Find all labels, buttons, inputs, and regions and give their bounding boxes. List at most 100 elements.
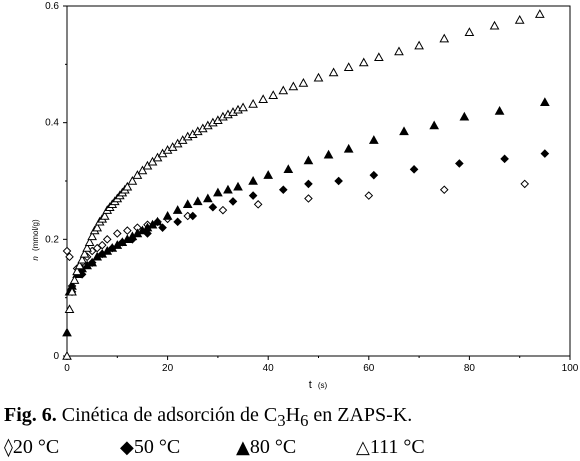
filled-diamond-icon: ◆: [120, 437, 134, 458]
open-triangle-point: [489, 20, 500, 30]
caption-subscript-2: 6: [300, 411, 309, 430]
x-tick-label: 40: [263, 363, 275, 374]
legend-label: 80 °C: [249, 436, 297, 458]
series-triangle-filled: [62, 97, 550, 337]
filled-triangle-point: [303, 155, 314, 165]
open-diamond-point: [65, 252, 74, 262]
filled-diamond-point: [228, 197, 238, 206]
open-triangle-point: [137, 165, 148, 175]
open-diamond-point: [218, 205, 228, 215]
open-triangle-point: [87, 231, 97, 241]
open-triangle-point: [439, 33, 450, 43]
caption-text-after: en ZAPS-K.: [308, 404, 413, 426]
open-diamond-point: [304, 194, 313, 203]
y-axis-label: n (mmol/g): [31, 219, 40, 261]
x-axis-label-unit: (s): [318, 381, 328, 390]
open-triangle-point: [127, 175, 138, 185]
caption-subscript-1: 3: [277, 411, 286, 430]
adsorption-kinetics-chart: 0 20 40 60 80 100 0 0.2 0.4 0.6 t (s) n (mmol/g): [31, 1, 579, 391]
y-tick-label: 0.2: [45, 234, 59, 245]
legend-item-111c: △111 °C: [356, 434, 425, 461]
x-tick-label: 60: [363, 363, 375, 374]
caption-text-before: Cinética de adsorción de C: [56, 404, 278, 426]
y-tick-label: 0.6: [45, 1, 59, 12]
open-diamond-point: [520, 179, 530, 189]
open-triangle-point: [313, 72, 324, 82]
legend-label: 111 °C: [369, 436, 425, 458]
chart-axes: 0 20 40 60 80 100 0 0.2 0.4 0.6: [45, 1, 579, 374]
series-triangle-open: [62, 9, 545, 360]
open-triangle-point: [92, 222, 103, 232]
open-diamond-point: [364, 191, 374, 200]
y-tick-label: 0: [53, 351, 59, 362]
filled-triangle-point: [182, 199, 193, 209]
plot-frame: [66, 5, 571, 357]
chart-marks: [62, 9, 550, 360]
open-triangle-point: [64, 304, 75, 314]
open-triangle-point: [67, 286, 77, 296]
open-diamond-point: [97, 240, 107, 250]
open-triangle-point: [298, 77, 309, 87]
legend-label: 50 °C: [133, 436, 181, 458]
filled-diamond-point: [455, 159, 464, 168]
caption-line: Fig. 6. Cinética de adsorción de C3H6 en…: [4, 402, 576, 434]
legend-item-50c: ◆50 °C: [120, 434, 180, 461]
filled-diamond-point: [278, 185, 288, 195]
open-triangle-point: [72, 266, 82, 276]
figure-number: Fig. 6.: [4, 404, 57, 426]
open-diamond-icon: ◊: [4, 437, 13, 458]
legend-item-80c: ▲80 °C: [236, 434, 296, 461]
filled-triangle-point: [459, 111, 470, 121]
filled-diamond-point: [208, 202, 218, 212]
legend-label: 20 °C: [12, 436, 60, 458]
filled-diamond-point: [158, 223, 167, 232]
x-tick-label: 80: [464, 363, 476, 374]
filled-triangle-point: [172, 205, 183, 214]
open-triangle-point: [79, 248, 90, 258]
filled-triangle-point: [223, 184, 233, 194]
filled-triangle-point: [429, 120, 440, 130]
y-axis-label-unit: (mmol/g): [31, 219, 40, 251]
caption-text-mid: H: [285, 404, 301, 426]
open-triangle-point: [514, 14, 525, 24]
filled-diamond-point: [304, 179, 313, 189]
x-tick-label: 100: [562, 363, 579, 374]
filled-triangle-point: [540, 97, 550, 106]
open-triangle-point: [343, 62, 354, 71]
open-triangle-point: [464, 27, 475, 36]
open-triangle-point: [534, 9, 545, 18]
filled-triangle-point: [152, 216, 163, 226]
open-triangle-point: [69, 275, 80, 284]
open-triangle-point: [358, 57, 369, 67]
filled-triangle-point: [248, 175, 258, 185]
open-triangle-point: [328, 67, 339, 77]
open-triangle-point: [414, 40, 424, 50]
open-triangle-point: [77, 254, 87, 264]
filled-triangle-point: [87, 257, 97, 267]
open-triangle-point: [268, 90, 279, 99]
open-triangle-point: [132, 170, 143, 179]
open-diamond-point: [112, 229, 122, 238]
open-triangle-point: [248, 98, 258, 108]
filled-diamond-point: [540, 149, 550, 158]
open-triangle-point: [258, 94, 269, 104]
filled-triangle-point: [62, 327, 72, 337]
y-axis-label-text: n: [31, 256, 40, 261]
filled-diamond-point: [369, 170, 379, 180]
open-diamond-point: [102, 235, 112, 244]
filled-triangle-point: [343, 143, 354, 153]
filled-diamond-point: [173, 217, 182, 227]
open-triangle-point: [288, 81, 299, 91]
open-triangle-point: [84, 237, 95, 246]
filled-diamond-point: [248, 191, 258, 200]
filled-diamond-point: [500, 154, 509, 164]
filled-triangle-point: [323, 149, 334, 159]
filled-triangle-point: [283, 164, 294, 174]
filled-triangle-point: [202, 193, 213, 203]
filled-triangle-point: [494, 105, 505, 115]
x-tick-label: 0: [64, 363, 70, 374]
legend: ◊20 °C ◆50 °C ▲80 °C △111 °C: [4, 434, 576, 460]
x-tick-label: 20: [162, 363, 174, 374]
y-tick-label: 0.4: [45, 118, 59, 129]
open-triangle-point: [82, 243, 92, 252]
